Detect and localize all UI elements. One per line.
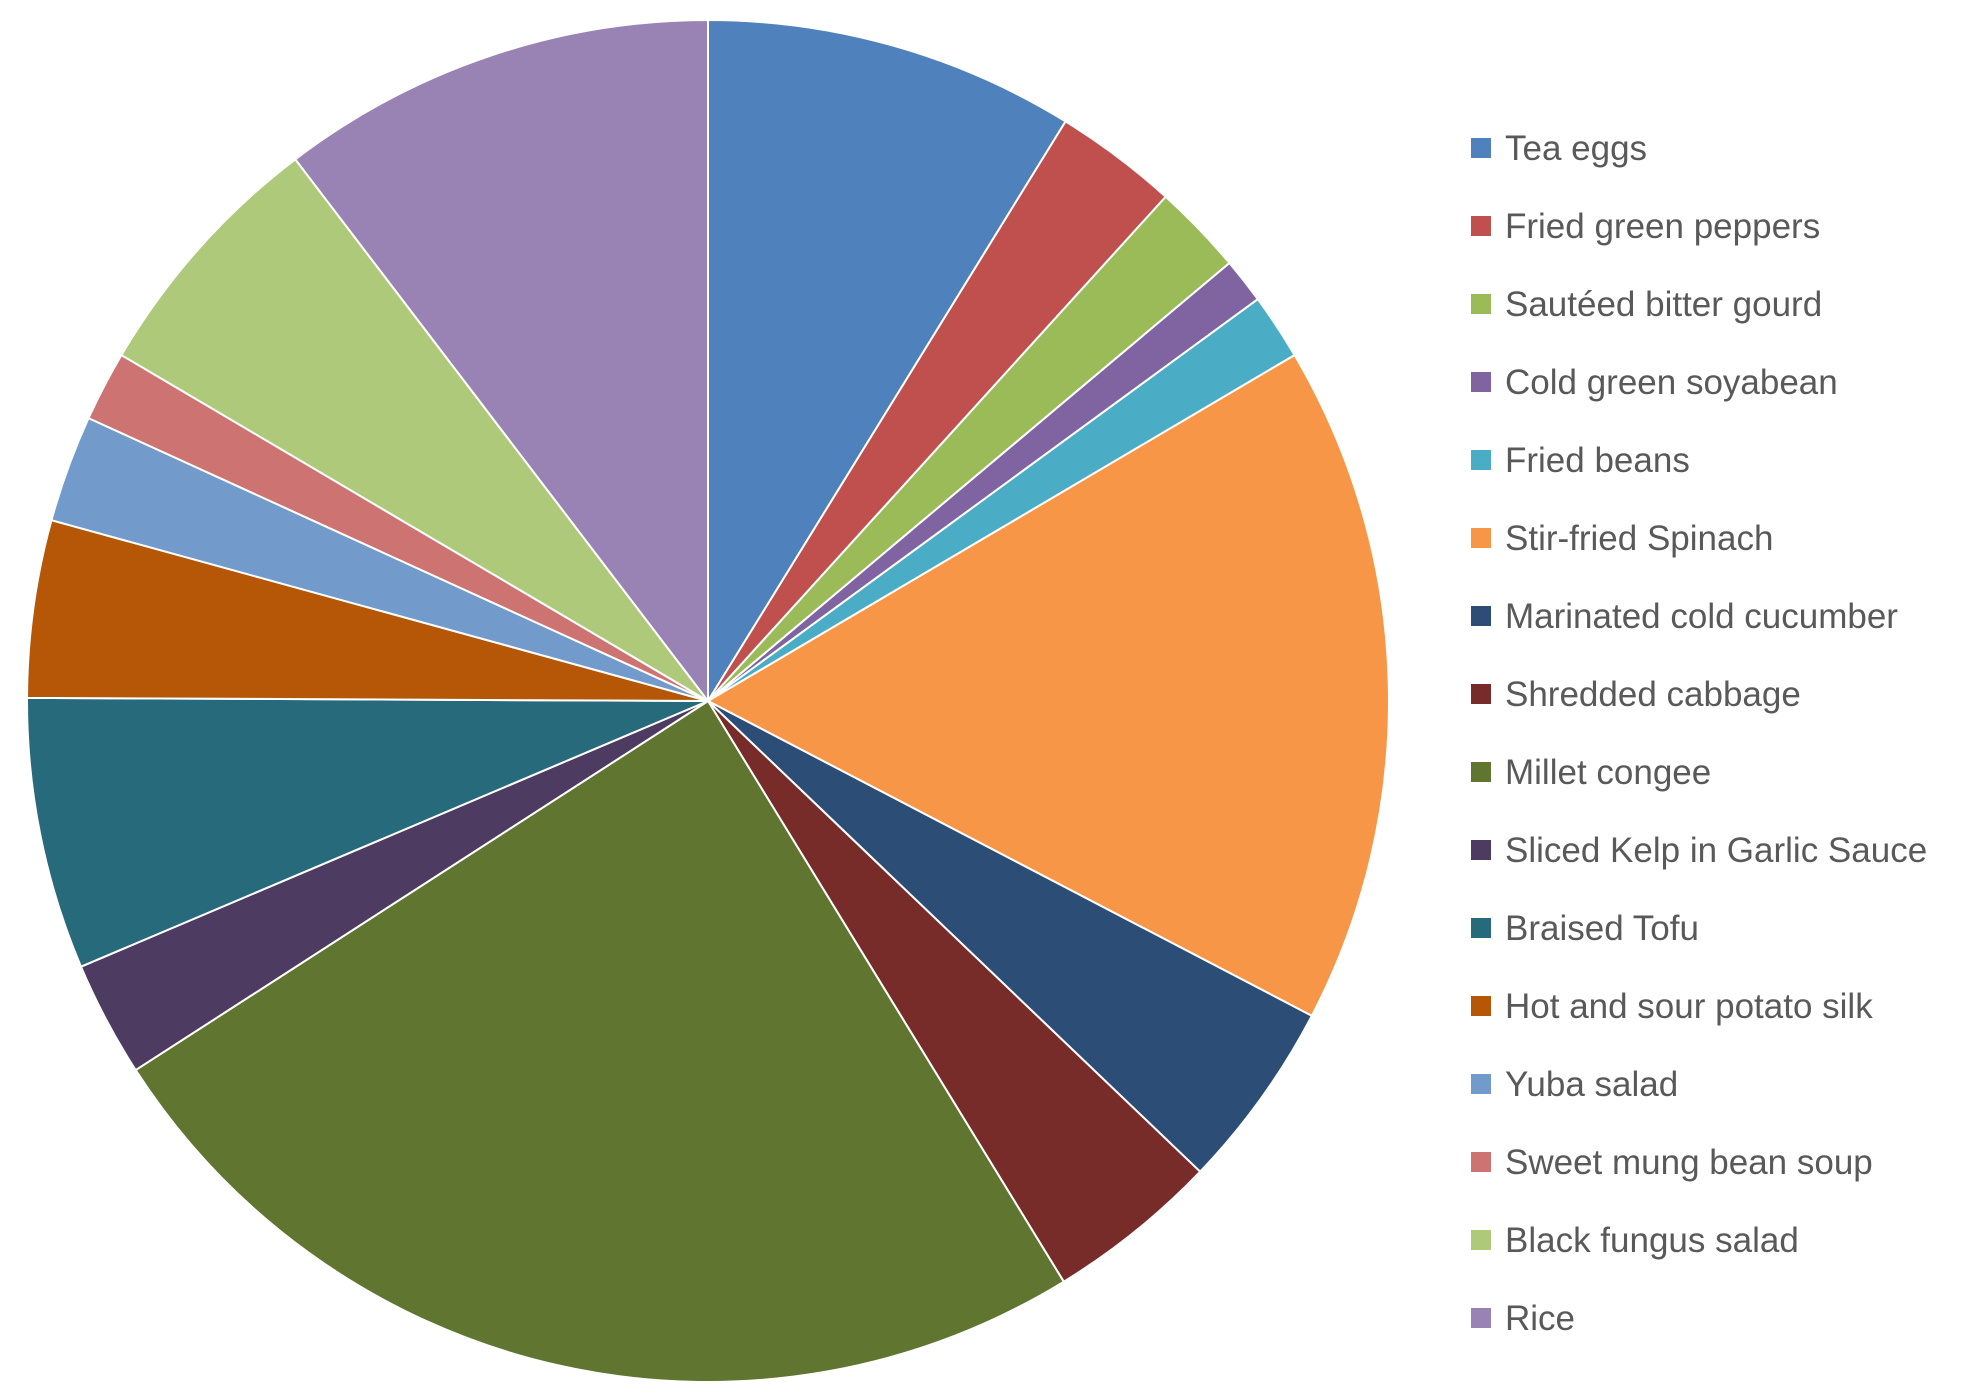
- legend-swatch: [1471, 1152, 1491, 1172]
- pie-slice-tea-eggs: [707, 19, 1067, 702]
- legend-item-rice: Rice: [1471, 1279, 1927, 1357]
- legend-label: Shredded cabbage: [1505, 674, 1801, 714]
- legend-swatch: [1471, 138, 1491, 158]
- legend-item-fried-beans: Fried beans: [1471, 421, 1927, 499]
- legend-label: Stir-fried Spinach: [1505, 518, 1774, 558]
- legend-label: Black fungus salad: [1505, 1220, 1799, 1260]
- legend-item-yuba-salad: Yuba salad: [1471, 1045, 1927, 1123]
- legend-label: Sliced Kelp in Garlic Sauce: [1505, 830, 1928, 870]
- legend-swatch: [1471, 372, 1491, 392]
- legend-label: Fried beans: [1505, 440, 1690, 480]
- legend-item-cold-green-soyabean: Cold green soyabean: [1471, 343, 1927, 421]
- legend-label: Marinated cold cucumber: [1505, 596, 1898, 636]
- legend-label: Millet congee: [1505, 752, 1712, 792]
- legend-item-black-fungus-salad: Black fungus salad: [1471, 1201, 1927, 1279]
- pie-slice-stir-fried-spinach: [707, 354, 1390, 1017]
- pie-slice-braised-tofu: [26, 696, 709, 968]
- legend-swatch: [1471, 840, 1491, 860]
- legend-item-sweet-mung-bean-soup: Sweet mung bean soup: [1471, 1123, 1927, 1201]
- legend-swatch: [1471, 606, 1491, 626]
- legend-label: Fried green peppers: [1505, 206, 1821, 246]
- legend-swatch: [1471, 528, 1491, 548]
- legend-swatch: [1471, 996, 1491, 1016]
- legend-item-hot-and-sour-potato-silk: Hot and sour potato silk: [1471, 967, 1927, 1045]
- legend-label: Rice: [1505, 1298, 1576, 1338]
- legend-label: Braised Tofu: [1505, 908, 1699, 948]
- legend-item-sauteed-bitter-gourd: Sautéed bitter gourd: [1471, 265, 1927, 343]
- legend-item-marinated-cold-cucumber: Marinated cold cucumber: [1471, 577, 1927, 655]
- legend-swatch: [1471, 216, 1491, 236]
- pie-slice-rice: [294, 19, 709, 702]
- legend-label: Cold green soyabean: [1505, 362, 1838, 402]
- pie-slice-marinated-cold-cucumber: [707, 700, 1313, 1173]
- legend-item-millet-congee: Millet congee: [1471, 733, 1927, 811]
- legend-swatch: [1471, 294, 1491, 314]
- legend-label: Yuba salad: [1505, 1064, 1679, 1104]
- legend-item-stir-fried-spinach: Stir-fried Spinach: [1471, 499, 1927, 577]
- legend-swatch: [1471, 762, 1491, 782]
- legend-item-fried-green-peppers: Fried green peppers: [1471, 187, 1927, 265]
- pie-slice-black-fungus-salad: [120, 158, 709, 702]
- legend-swatch: [1471, 918, 1491, 938]
- legend-label: Hot and sour potato silk: [1505, 986, 1873, 1026]
- legend: Tea eggs Fried green peppers Sautéed bitte…: [1471, 109, 1927, 1357]
- legend-label: Tea eggs: [1505, 128, 1648, 168]
- legend-swatch: [1471, 450, 1491, 470]
- pie-slice-hot-and-sour-potato-silk: [26, 519, 709, 702]
- legend-item-braised-tofu: Braised Tofu: [1471, 889, 1927, 967]
- legend-item-tea-eggs: Tea eggs: [1471, 109, 1927, 187]
- pie-slice-shredded-cabbage: [707, 700, 1202, 1283]
- legend-swatch: [1471, 1074, 1491, 1094]
- legend-label: Sautéed bitter gourd: [1505, 284, 1823, 324]
- legend-label: Sweet mung bean soup: [1505, 1142, 1873, 1182]
- legend-item-sliced-kelp-in-garlic-sauce: Sliced Kelp in Garlic Sauce: [1471, 811, 1927, 889]
- pie-slice-millet-congee: [134, 700, 1065, 1383]
- legend-swatch: [1471, 684, 1491, 704]
- legend-swatch: [1471, 1230, 1491, 1250]
- legend-swatch: [1471, 1308, 1491, 1328]
- legend-item-shredded-cabbage: Shredded cabbage: [1471, 655, 1927, 733]
